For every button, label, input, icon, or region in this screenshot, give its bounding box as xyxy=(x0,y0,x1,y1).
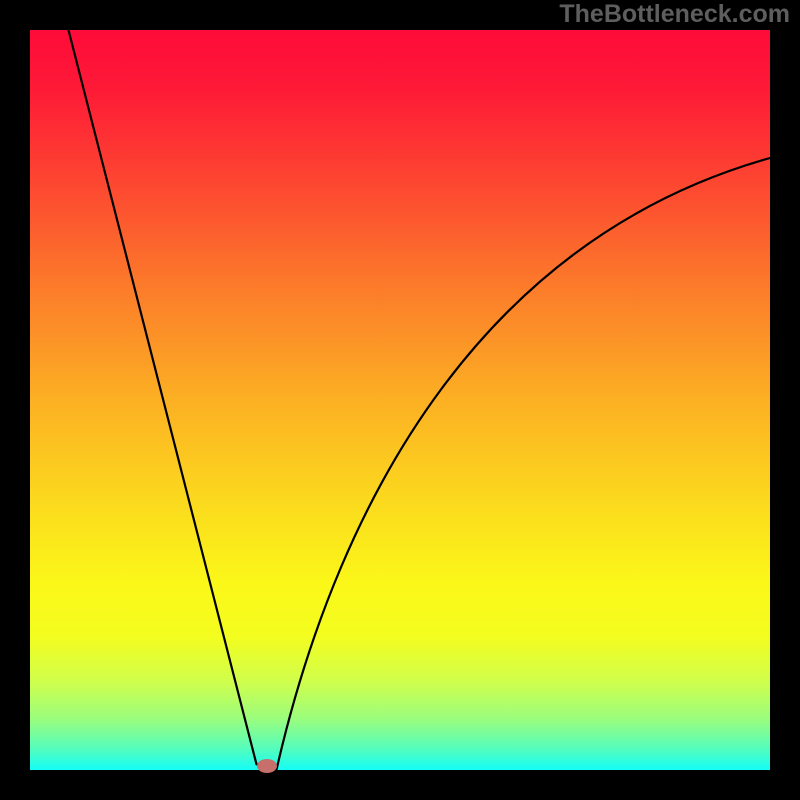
chart-container: TheBottleneck.com xyxy=(0,0,800,800)
plot-area xyxy=(30,30,770,770)
watermark-text: TheBottleneck.com xyxy=(559,0,790,29)
bottleneck-marker xyxy=(257,759,277,773)
gradient-background xyxy=(30,30,770,770)
